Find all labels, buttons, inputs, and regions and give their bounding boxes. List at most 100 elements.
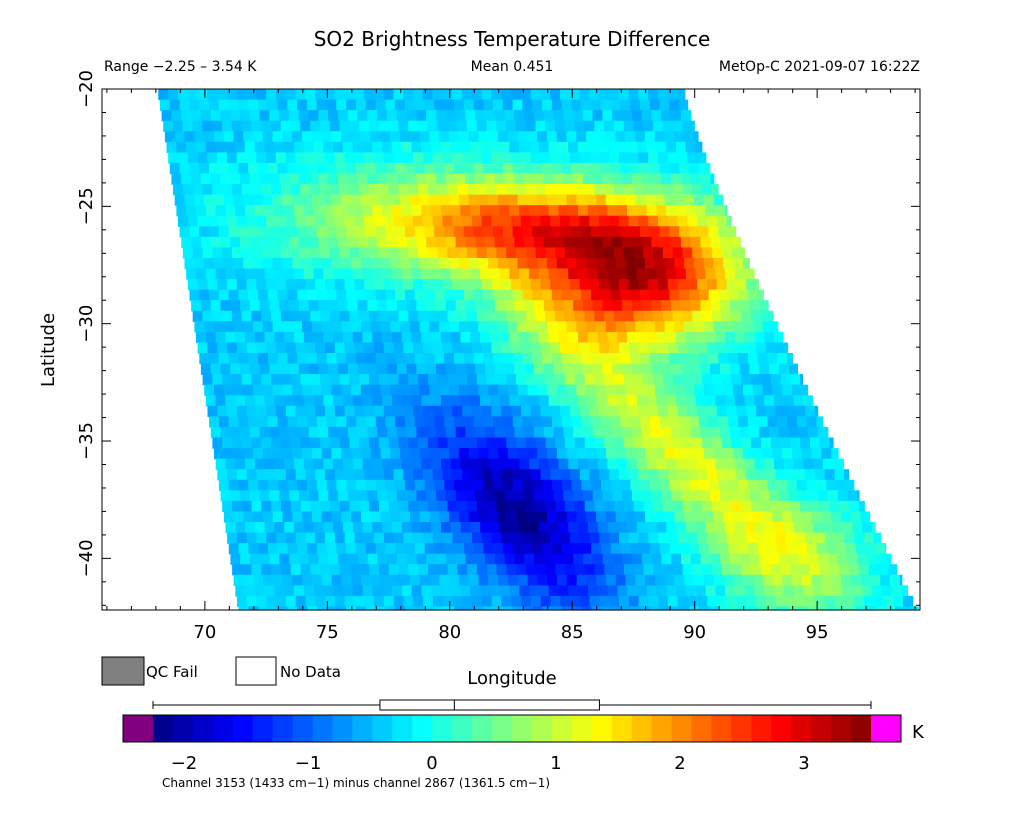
heat-cell [365,99,377,111]
heat-cell [543,490,555,502]
heat-cell [343,585,354,597]
heat-cell [400,131,411,143]
heat-cell [225,458,236,470]
heat-cell [318,236,329,249]
heat-cell [258,226,269,238]
heat-cell [442,279,453,291]
heat-cell [478,511,489,523]
heat-cell [844,469,850,481]
heat-cell [233,131,244,143]
heat-cell [293,141,305,153]
heat-cell [661,300,672,312]
heat-cell [878,564,889,576]
heat-cell [855,606,867,611]
heat-cell [779,490,790,502]
heat-cell [699,479,710,491]
heat-cell [409,384,421,396]
heat-cell [246,342,257,354]
heat-cell [560,405,571,417]
heat-cell [651,363,662,375]
heat-cell [721,437,733,449]
heat-cell [422,152,434,164]
no-data-swatch [235,656,277,686]
heat-cell [295,279,306,291]
heat-cell [258,416,269,428]
heat-cell [499,395,511,407]
heat-cell [254,205,266,217]
heat-cell [578,458,589,470]
heat-cell [494,236,506,249]
heat-cell [403,469,414,481]
heat-cell [623,247,635,259]
heat-cell [658,469,669,481]
heat-cell [404,226,416,238]
heat-cell [553,363,564,375]
heat-cell [372,522,383,534]
heat-cell [503,353,514,365]
heat-cell [282,511,293,523]
heat-cell [558,458,569,470]
heat-cell [266,532,277,544]
heat-cell [824,469,836,481]
heat-cell [238,353,249,365]
heat-cell [422,279,434,291]
heat-cell [602,490,613,502]
heat-cell [310,500,321,513]
heat-cell [373,215,385,227]
heat-cell [669,226,680,238]
heat-cell [648,532,659,544]
heat-cell [514,236,525,249]
heat-cell [351,384,362,396]
heat-cell [875,543,886,555]
heat-cell [398,500,409,513]
heat-cell [439,511,450,523]
heat-cell [556,194,568,206]
heat-cell [333,205,344,217]
heat-cell [481,469,493,481]
heat-cell [207,89,218,101]
heat-cell [775,532,787,544]
heat-cell [551,162,563,175]
heat-cell [390,321,401,333]
heat-cell [519,458,530,470]
heat-cell [636,205,648,217]
heat-cell [352,205,364,217]
heat-cell [467,437,478,449]
heat-cell [241,564,253,576]
heat-cell [228,416,240,428]
heat-cell [692,500,703,513]
boxplot-box [379,699,600,711]
heat-cell [610,543,622,555]
heat-cell [604,374,615,386]
heat-cell [832,585,844,597]
heat-cell [485,363,496,375]
heat-cell [654,131,666,143]
heat-cell [733,258,744,270]
heat-cell [457,564,468,576]
heat-cell [796,479,808,491]
heat-cell [715,458,726,470]
heat-cell [542,99,553,111]
colorbar-segment [432,715,453,742]
heat-cell [207,342,218,354]
heat-cell [276,215,287,227]
heat-cell [372,331,383,344]
heat-cell [552,479,563,491]
heat-cell [638,279,649,291]
heat-cell [520,152,532,164]
heat-cell [471,89,483,101]
heat-cell [609,89,620,101]
heat-cell [429,511,440,523]
heat-cell [561,416,573,428]
heat-cell [623,184,635,196]
heat-cell [243,131,254,143]
heat-cell [254,268,266,280]
heat-cell [168,89,179,101]
heat-cell [698,353,710,365]
heat-cell [571,289,582,301]
heat-cell [226,152,238,164]
heat-cell [191,110,202,122]
heat-cell [581,162,592,175]
heat-cell [388,374,400,386]
heat-cell [405,543,416,555]
